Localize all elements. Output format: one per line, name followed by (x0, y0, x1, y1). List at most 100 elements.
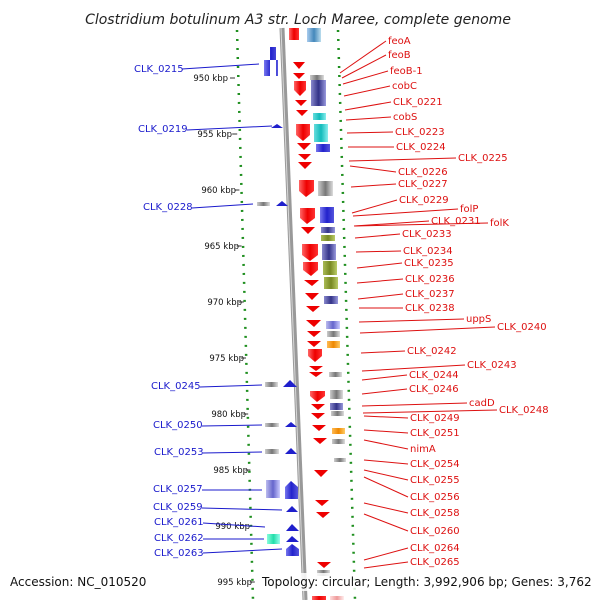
right-gene-label[interactable]: feoA (388, 36, 411, 47)
gene-arrow[interactable] (286, 524, 299, 531)
gene-block[interactable] (318, 181, 333, 196)
right-gene-label[interactable]: cobS (393, 112, 417, 123)
left-gene-label[interactable]: CLK_0219 (138, 124, 188, 135)
gene-arrow[interactable] (306, 320, 321, 327)
right-gene-label[interactable]: folP (460, 204, 478, 215)
gene-arrow[interactable] (299, 180, 314, 197)
gene-arrow[interactable] (303, 262, 318, 276)
gene-block[interactable] (311, 80, 326, 106)
gene-block[interactable] (257, 202, 270, 206)
right-gene-label[interactable]: uppS (466, 314, 491, 325)
right-gene-label[interactable]: CLK_0243 (467, 360, 517, 371)
right-gene-label[interactable]: CLK_0231 (431, 216, 481, 227)
gene-block[interactable] (326, 321, 340, 329)
gene-arrow[interactable] (285, 422, 297, 427)
gene-arrow[interactable] (294, 81, 306, 96)
gene-block[interactable] (265, 382, 278, 387)
gene-arrow[interactable] (297, 143, 311, 150)
gene-arrow[interactable] (317, 562, 331, 568)
right-gene-label[interactable]: CLK_0236 (405, 274, 455, 285)
gene-arrow[interactable] (311, 404, 325, 410)
right-gene-label[interactable]: CLK_0238 (405, 303, 455, 314)
gene-block[interactable] (330, 390, 343, 399)
left-gene-label[interactable]: CLK_0263 (154, 548, 204, 559)
gene-arrow[interactable] (300, 208, 315, 224)
gene-block[interactable] (266, 480, 280, 498)
gene-block[interactable] (324, 296, 338, 304)
gene-arrow[interactable] (286, 544, 299, 556)
gene-block[interactable] (329, 372, 342, 377)
gene-arrow[interactable] (313, 438, 327, 444)
right-gene-label[interactable]: CLK_0240 (497, 322, 547, 333)
gene-block[interactable] (332, 439, 345, 444)
right-gene-label[interactable]: folK (490, 218, 509, 229)
right-gene-label[interactable]: CLK_0249 (410, 413, 460, 424)
gene-arrow[interactable] (308, 349, 322, 362)
right-gene-label[interactable]: CLK_0223 (395, 127, 445, 138)
right-gene-label[interactable]: CLK_0251 (410, 428, 460, 439)
right-gene-label[interactable]: CLK_0225 (458, 153, 508, 164)
right-gene-label[interactable]: CLK_0264 (410, 543, 460, 554)
gene-arrow[interactable] (264, 47, 278, 76)
gene-arrow[interactable] (310, 391, 325, 402)
gene-arrow[interactable] (286, 536, 299, 542)
right-gene-label[interactable]: CLK_0229 (399, 195, 449, 206)
gene-arrow[interactable] (301, 227, 315, 234)
right-gene-label[interactable]: CLK_0224 (396, 142, 446, 153)
right-gene-label[interactable]: CLK_0256 (410, 492, 460, 503)
gene-block[interactable] (313, 113, 326, 120)
left-gene-label[interactable]: CLK_0245 (151, 381, 201, 392)
gene-block[interactable] (265, 423, 279, 427)
gene-arrow[interactable] (307, 331, 321, 337)
gene-arrow[interactable] (305, 293, 319, 300)
right-gene-label[interactable]: CLK_0242 (407, 346, 457, 357)
gene-arrow[interactable] (309, 372, 323, 377)
right-gene-label[interactable]: CLK_0237 (405, 289, 455, 300)
gene-block[interactable] (332, 428, 345, 434)
gene-arrow[interactable] (304, 280, 319, 286)
right-gene-label[interactable]: CLK_0235 (404, 258, 454, 269)
gene-block[interactable] (307, 28, 321, 42)
gene-block[interactable] (310, 75, 324, 80)
left-gene-label[interactable]: CLK_0215 (134, 64, 184, 75)
gene-block[interactable] (321, 235, 335, 241)
right-gene-label[interactable]: CLK_0221 (393, 97, 443, 108)
gene-block[interactable] (327, 341, 340, 348)
gene-arrow[interactable] (306, 306, 320, 312)
gene-block[interactable] (316, 144, 330, 152)
right-gene-label[interactable]: cobC (392, 81, 417, 92)
gene-block[interactable] (312, 596, 326, 600)
gene-block[interactable] (322, 244, 336, 260)
gene-arrow[interactable] (293, 73, 305, 79)
gene-arrow[interactable] (276, 201, 288, 206)
right-gene-label[interactable]: CLK_0258 (410, 508, 460, 519)
gene-block[interactable] (324, 277, 338, 289)
gene-arrow[interactable] (298, 162, 312, 169)
gene-arrow[interactable] (302, 244, 318, 261)
gene-block[interactable] (321, 227, 335, 233)
gene-arrow[interactable] (307, 341, 321, 347)
gene-arrow[interactable] (271, 124, 283, 128)
gene-arrow[interactable] (293, 62, 305, 69)
right-gene-label[interactable]: cadD (469, 398, 495, 409)
right-gene-label[interactable]: CLK_0246 (409, 384, 459, 395)
right-gene-label[interactable]: CLK_0248 (499, 405, 549, 416)
gene-block[interactable] (267, 534, 280, 544)
right-gene-label[interactable]: CLK_0260 (410, 526, 460, 537)
right-gene-label[interactable]: CLK_0234 (403, 246, 453, 257)
gene-arrow[interactable] (285, 448, 297, 454)
gene-arrow[interactable] (312, 425, 326, 431)
right-gene-label[interactable]: CLK_0233 (402, 229, 452, 240)
left-gene-label[interactable]: CLK_0253 (154, 447, 204, 458)
gene-arrow[interactable] (311, 413, 325, 419)
gene-block[interactable] (323, 261, 337, 275)
right-gene-label[interactable]: CLK_0254 (410, 459, 460, 470)
left-gene-label[interactable]: CLK_0261 (154, 517, 204, 528)
right-gene-label[interactable]: CLK_0226 (398, 167, 448, 178)
right-gene-label[interactable]: CLK_0255 (410, 475, 460, 486)
gene-arrow[interactable] (286, 506, 298, 512)
left-gene-label[interactable]: CLK_0257 (153, 484, 203, 495)
gene-arrow[interactable] (316, 512, 330, 518)
right-gene-label[interactable]: feoB-1 (390, 66, 423, 77)
right-gene-label[interactable]: CLK_0265 (410, 557, 460, 568)
